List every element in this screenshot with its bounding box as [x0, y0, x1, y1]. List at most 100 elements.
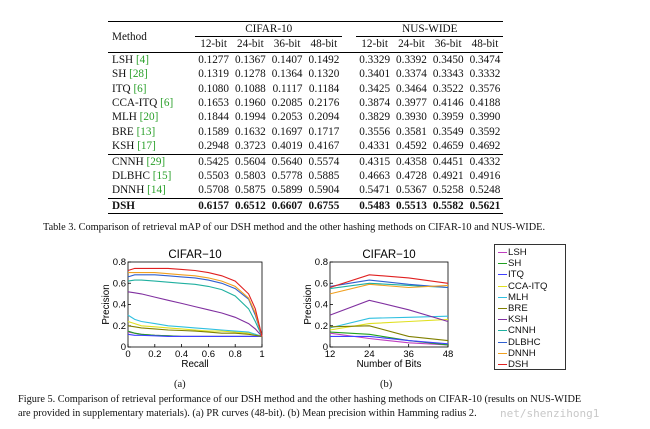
y-tick-label: 0.2 — [113, 321, 126, 332]
series-line-dnnh — [329, 283, 449, 295]
method-header: Method — [108, 21, 182, 53]
legend-swatch — [498, 285, 507, 287]
x-axis-label: Number of Bits — [357, 359, 422, 370]
nus-map-cell: 0.3556 — [359, 125, 391, 138]
nus-map-cell: 0.4451 — [429, 153, 467, 170]
citation-link[interactable]: [17] — [137, 140, 156, 153]
bit-header: 24-bit — [398, 38, 425, 51]
legend-label: DNNH — [508, 347, 536, 359]
legend-label: CNNH — [508, 325, 536, 337]
table-row: ITQ [6] 0.1080 0.1088 0.1117 0.1184 0.3425 0.3… — [108, 82, 503, 96]
method-name: DSH — [112, 199, 136, 212]
cifar-map-cell: 0.1320 — [308, 68, 340, 81]
nus-map-cell: 0.4663 — [359, 170, 391, 183]
method-name: KSH — [112, 140, 135, 153]
method-cell: CCA-ITQ [6] — [108, 96, 181, 110]
cifar-map-cell: 0.5899 — [271, 184, 303, 197]
method-cell: DSH — [108, 197, 182, 215]
table-row: LSH [4] 0.1277 0.1367 0.1407 0.1492 0.3329 0.3… — [108, 52, 503, 67]
series-line-mlh — [127, 314, 263, 337]
series-line-dsh — [329, 274, 449, 289]
cifar-map-cell: 0.5803 — [234, 170, 266, 183]
cifar-map-cell: 0.1653 — [198, 97, 229, 110]
series-line-cca-itq — [329, 318, 449, 331]
nus-map-cell: 0.4332 — [466, 153, 504, 170]
nus-map-cell: 0.5471 — [359, 184, 391, 197]
method-cell: BRE [13] — [108, 125, 181, 139]
table-row: DLBHC [15] 0.5503 0.5803 0.5778 0.5885 0.4663… — [108, 169, 503, 183]
cifar-map-cell: 0.6755 — [305, 197, 343, 215]
cifar-map-cell: 0.2176 — [308, 97, 340, 110]
x-tick-label: 0 — [125, 349, 130, 360]
x-tick-label: 12 — [325, 349, 336, 360]
nus-map-cell: 0.4592 — [396, 140, 427, 153]
legend-swatch — [498, 251, 507, 253]
series-line-dsh — [127, 267, 263, 337]
citation-link[interactable]: [20] — [139, 111, 159, 124]
cifar-map-cell: 0.1319 — [198, 68, 229, 81]
nus-map-cell: 0.3959 — [432, 111, 464, 124]
nus-map-cell: 0.5248 — [469, 184, 501, 197]
method-cell: KSH [17] — [108, 139, 181, 154]
series-line-ksh — [329, 299, 449, 323]
method-name: DNNH — [112, 184, 145, 197]
legend-label: KSH — [508, 314, 528, 326]
bit-header: 36-bit — [273, 38, 301, 51]
nus-map-cell: 0.5621 — [466, 197, 504, 215]
series-line-bre — [329, 325, 449, 342]
x-axis-label: Recall — [181, 359, 208, 370]
cifar-map-cell: 0.1277 — [198, 53, 229, 66]
bit-header: 12-bit — [361, 38, 389, 51]
table-row: DSH 0.6157 0.6512 0.6607 0.6755 0.5483 0.5513 0… — [108, 197, 504, 215]
citation-link[interactable]: [29] — [146, 155, 166, 168]
legend-swatch — [498, 319, 507, 321]
table-row: MLH [20] 0.1844 0.1994 0.2053 0.2094 0.3829 0.… — [108, 110, 503, 124]
cifar-group-header: CIFAR-10 — [195, 20, 343, 38]
citation-link[interactable]: [14] — [147, 184, 166, 197]
citation-link[interactable]: [13] — [136, 125, 156, 138]
method-cell: DNNH [14] — [108, 183, 181, 198]
nus-map-cell: 0.5258 — [432, 184, 464, 197]
nus-map-cell: 0.3990 — [469, 111, 501, 124]
bit-header: 48-bit — [471, 38, 499, 51]
nus-map-cell: 0.3829 — [359, 111, 391, 124]
y-tick-label: 0.6 — [113, 278, 126, 289]
cifar-map-cell: 0.2094 — [308, 111, 340, 124]
citation-link[interactable]: [6] — [160, 97, 174, 110]
cifar-map-cell: 0.6157 — [195, 197, 232, 215]
pr-curve-chart: 0 0.2 0.4 0.6 0.8 1 0 0.2 0.4 0.6 0.8 CIFAR−10 Recal… — [101, 249, 265, 370]
nus-map-cell: 0.3374 — [396, 68, 427, 81]
nus-map-cell: 0.5483 — [356, 197, 394, 215]
legend-swatch — [498, 341, 507, 343]
method-name: SH — [112, 68, 127, 81]
legend-label: SH — [508, 258, 522, 270]
cifar-map-cell: 0.1994 — [234, 111, 266, 124]
series-line-dnnh — [128, 272, 263, 337]
nus-map-cell: 0.3549 — [432, 125, 464, 138]
legend-label: DSH — [508, 359, 529, 371]
nus-map-cell: 0.3474 — [469, 53, 501, 66]
cifar-map-cell: 0.1278 — [234, 68, 266, 81]
cifar-map-cell: 0.5425 — [195, 153, 232, 170]
citation-link[interactable]: [15] — [152, 170, 172, 183]
method-name: ITQ — [112, 82, 131, 95]
chart-title: CIFAR−10 — [362, 249, 415, 261]
cifar-map-cell: 0.1364 — [271, 68, 303, 81]
subfig-label-b: (b) — [380, 379, 393, 390]
nus-map-cell: 0.3977 — [396, 97, 427, 110]
cifar-map-cell: 0.4167 — [308, 140, 340, 153]
figure-caption-line2: are provided in supplementary materials)… — [18, 408, 477, 419]
citation-link[interactable]: [28] — [129, 68, 148, 81]
legend-label: CCA-ITQ — [508, 280, 548, 292]
citation-link[interactable]: [4] — [135, 53, 149, 66]
x-tick-label: 0.6 — [202, 349, 215, 360]
bit-header: 24-bit — [237, 38, 264, 51]
nus-map-cell: 0.5367 — [396, 184, 427, 197]
citation-link[interactable]: [6] — [133, 82, 147, 95]
subfig-label-a: (a) — [174, 379, 186, 390]
cifar-map-cell: 0.3723 — [234, 140, 266, 153]
nus-map-cell: 0.4331 — [359, 140, 391, 153]
x-tick-label: 0.8 — [229, 349, 242, 360]
nus-map-cell: 0.3464 — [396, 82, 427, 95]
x-tick-label: 48 — [443, 349, 454, 360]
